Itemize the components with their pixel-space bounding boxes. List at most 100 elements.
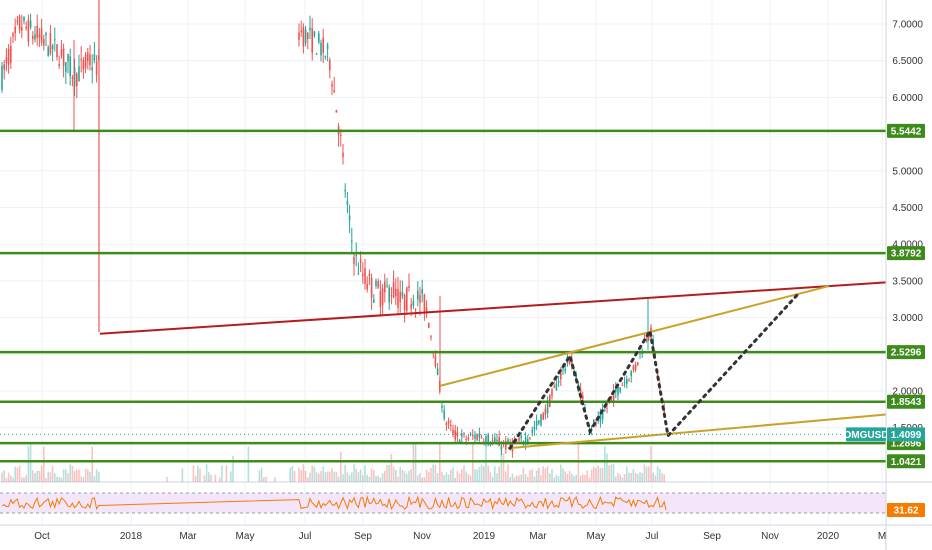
candle-body	[441, 405, 443, 408]
level-badge-bg	[887, 246, 925, 261]
candle-body	[89, 54, 91, 66]
candle-body	[641, 353, 643, 355]
volume-bar	[95, 469, 98, 482]
volume-bar	[221, 465, 223, 482]
candle-body	[93, 54, 96, 61]
volume-bar	[447, 474, 450, 482]
last-price-badge-bg	[887, 427, 925, 442]
volume-bar	[584, 474, 586, 482]
volume-bar	[392, 466, 395, 482]
candle-body	[364, 268, 366, 285]
volume-bar	[533, 476, 536, 482]
volume-bar	[412, 443, 415, 482]
volume-bar	[353, 464, 355, 482]
volume-bar	[626, 466, 628, 482]
volume-bar	[511, 473, 514, 482]
volume-bar	[410, 469, 412, 482]
volume-bar	[623, 473, 626, 482]
volume-bar	[557, 476, 560, 482]
candle-body	[593, 420, 595, 423]
time-axis[interactable]: Oct 2018 Mar May Jul Sep Nov 2019 Mar May Jul Sep No…	[0, 524, 932, 542]
y-tick-label: 7.0000	[892, 20, 923, 31]
volume-bar	[652, 472, 654, 482]
candle-body	[362, 273, 364, 277]
drawings	[0, 129, 887, 463]
volume-bar	[654, 475, 657, 482]
volume-bar	[368, 477, 371, 482]
volume-bar	[230, 471, 232, 482]
volume-bar	[428, 472, 430, 482]
candle-body	[518, 437, 520, 441]
volume-bar	[27, 446, 30, 482]
rsi-value-badge: 31.62	[893, 506, 918, 517]
volume-bar	[166, 476, 168, 482]
candle-body	[601, 409, 604, 420]
candle-body	[69, 55, 71, 77]
volume-bar	[29, 444, 32, 482]
volume-bar	[344, 464, 346, 482]
volume-bar	[630, 473, 632, 482]
volume-bar	[577, 443, 580, 482]
level-badge: 5.5442	[891, 126, 922, 137]
candle-body	[23, 16, 25, 21]
volume-bar	[47, 471, 49, 482]
main-pane	[0, 0, 886, 482]
candle-body	[630, 371, 632, 377]
candle-body	[43, 39, 45, 46]
candle-body	[340, 134, 342, 136]
volume-bar	[45, 477, 47, 482]
volume-bar	[78, 469, 80, 482]
volume-bar	[203, 475, 206, 482]
candle-body	[25, 26, 27, 29]
volume-bar	[421, 477, 423, 482]
volume-bar	[540, 475, 542, 482]
candle-body	[12, 33, 14, 37]
volume-bar	[520, 474, 522, 482]
candle-body	[531, 430, 533, 433]
candle-body	[445, 422, 448, 426]
candle-body	[617, 386, 619, 396]
candle-body	[496, 439, 498, 442]
volume-bar	[661, 473, 663, 482]
rsi-pane	[0, 492, 886, 514]
volume-bar	[73, 470, 76, 482]
candle-body	[428, 322, 430, 328]
x-tick-label: Jul	[646, 531, 659, 542]
volume-bar	[491, 476, 494, 482]
candle-body	[575, 374, 577, 378]
candle-body	[599, 413, 602, 422]
level-badge: 1.0421	[891, 457, 922, 468]
volume-bar	[324, 472, 327, 482]
volume-bar	[615, 476, 617, 482]
volume-bar	[601, 468, 604, 482]
candle-body	[377, 280, 379, 288]
volume-bar	[430, 468, 432, 482]
volume-bar	[21, 477, 23, 482]
candle-body	[38, 34, 41, 38]
candle-body	[612, 390, 615, 403]
volume-bar	[456, 471, 459, 482]
volume-bar	[436, 472, 439, 482]
volume-bar	[403, 471, 406, 482]
volume-bar	[348, 475, 351, 482]
candle-body	[36, 25, 38, 38]
candle-body	[87, 52, 89, 62]
candle-body	[480, 437, 483, 439]
volume-bar	[474, 469, 476, 482]
volume-bar	[1, 472, 3, 482]
candle-body	[82, 60, 85, 70]
volume-bar	[355, 468, 357, 482]
volume-bar	[12, 477, 14, 482]
x-tick-label: Sep	[703, 531, 721, 542]
candle-body	[318, 33, 320, 43]
candle-body	[342, 152, 344, 157]
volume-bar	[582, 474, 584, 482]
x-tick-label: 2019	[473, 531, 496, 542]
volume-bar	[408, 470, 410, 482]
level-badge: 3.8792	[891, 249, 922, 260]
level-badge-bg	[887, 345, 925, 360]
volume-bar	[351, 472, 353, 482]
volume-bar	[441, 471, 443, 482]
candle-body	[34, 34, 36, 40]
